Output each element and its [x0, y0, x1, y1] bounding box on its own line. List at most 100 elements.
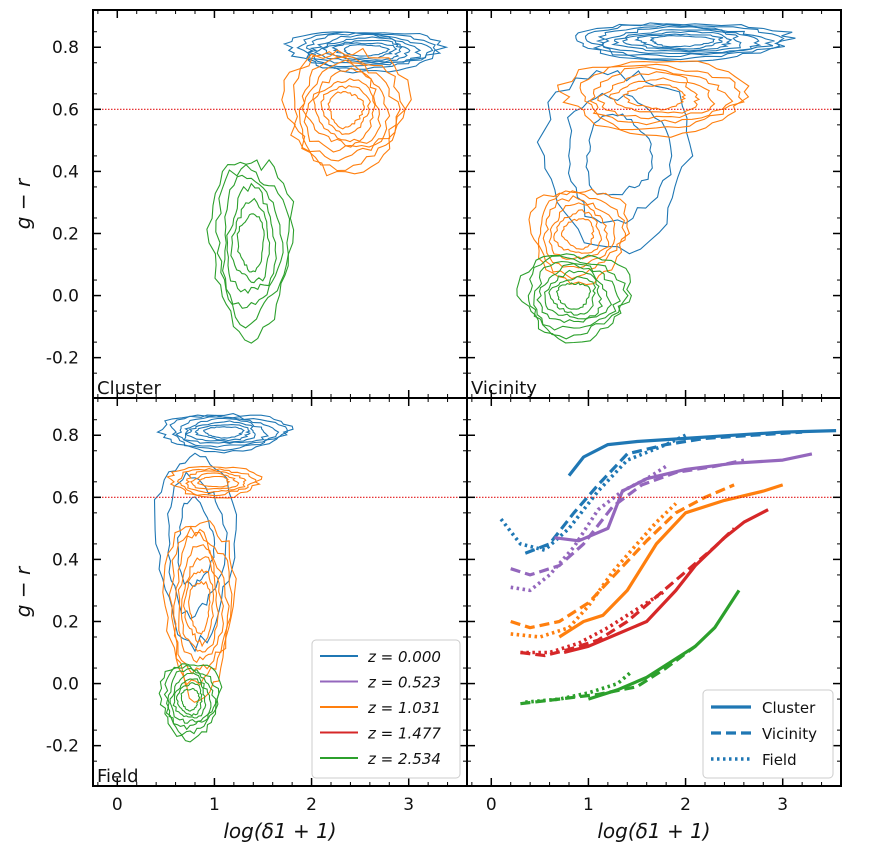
- contour-line: [634, 33, 724, 50]
- contour-line: [282, 31, 449, 74]
- y-tick-label: 0.8: [52, 426, 79, 446]
- x-tick-label: 0: [486, 795, 497, 815]
- contour-line: [560, 218, 595, 250]
- x-tick-label: 3: [403, 795, 414, 815]
- contour-line: [166, 466, 263, 499]
- contour-line: [194, 424, 251, 442]
- contour-line: [555, 281, 592, 310]
- contour-line: [556, 60, 750, 138]
- legend-label: z = 0.000: [367, 648, 441, 666]
- contour-line: [156, 413, 294, 454]
- contour-line: [321, 39, 403, 61]
- contour-line: [183, 568, 215, 648]
- contour-line: [175, 682, 203, 717]
- legend-box: [702, 689, 834, 779]
- contour-line: [516, 253, 633, 344]
- y-tick-label: 0.4: [52, 550, 79, 570]
- contour-line: [553, 209, 603, 254]
- contour-line: [236, 213, 265, 273]
- y-tick-label: 0.0: [52, 675, 79, 695]
- contour-line: [230, 197, 271, 284]
- contour-line: [169, 414, 288, 451]
- contour-line: [185, 470, 247, 494]
- x-tick-label: 1: [583, 795, 594, 815]
- median-line: [510, 458, 745, 577]
- median-line: [520, 645, 697, 706]
- contour-line: [296, 31, 442, 70]
- panel-label: Vicinity: [471, 378, 537, 399]
- median-line: [510, 464, 668, 593]
- legend-label: z = 1.477: [367, 725, 441, 743]
- contour-line: [215, 163, 291, 329]
- legend-label: z = 0.523: [367, 674, 441, 692]
- contour-line: [622, 30, 733, 52]
- contour-line: [206, 158, 295, 344]
- contour-line: [168, 526, 233, 687]
- x-tick-label: 1: [209, 795, 220, 815]
- contour-line: [542, 195, 616, 269]
- contour-line: [162, 520, 237, 703]
- y-axis-label: g − r: [11, 177, 35, 229]
- legend-environment: Cluster Vicinity Field: [702, 689, 834, 779]
- legend-label: z = 1.031: [367, 699, 441, 717]
- contour-line: [153, 452, 238, 653]
- contour-line: [327, 91, 365, 130]
- contour-line: [649, 35, 716, 48]
- legend-label: Field: [762, 751, 797, 769]
- contour-line: [536, 263, 613, 324]
- contour-line: [167, 471, 228, 620]
- contour-line: [597, 71, 716, 120]
- contour-line: [584, 23, 785, 61]
- contour-line: [585, 113, 653, 196]
- contour-line: [185, 420, 256, 443]
- contour-line: [527, 255, 629, 340]
- median-line: [510, 502, 678, 639]
- contour-line: [222, 174, 284, 309]
- contour-line: [172, 678, 207, 719]
- contour-line: [611, 29, 742, 53]
- contour-line: [608, 77, 701, 114]
- contour-line: [575, 22, 796, 63]
- contour-line: [158, 663, 223, 743]
- contour-line: [188, 580, 211, 636]
- y-axis-label: g − r: [11, 565, 35, 617]
- panel-vicinity: Vicinity: [466, 9, 842, 399]
- legend-box: [311, 639, 461, 779]
- contour-line: [548, 276, 597, 316]
- y-tick-label: 0.6: [52, 100, 79, 120]
- contour-line: [305, 67, 382, 148]
- contour-line: [226, 182, 277, 294]
- x-axis-label: log(δ1 + 1): [597, 819, 710, 843]
- median-line: [510, 483, 735, 630]
- x-tick-label: 0: [112, 795, 123, 815]
- x-tick-label: 3: [777, 795, 788, 815]
- median-line: [524, 430, 803, 555]
- contour-line: [197, 475, 231, 488]
- panel-label: Cluster: [97, 378, 161, 399]
- contour-line: [579, 63, 745, 131]
- contour-line: [169, 672, 212, 724]
- contour-line: [536, 69, 694, 255]
- plot-area: [93, 413, 467, 743]
- median-line: [563, 508, 769, 655]
- legend-redshift: z = 0.000 z = 0.523 z = 1.031 z = 1.477 z = …: [311, 639, 461, 779]
- contour-line: [180, 687, 201, 712]
- contour-line: [306, 33, 422, 65]
- contour-line: [301, 59, 391, 153]
- contour-line: [601, 26, 762, 55]
- y-tick-label: 0.0: [52, 287, 79, 307]
- panel-field: -0.2 0.0 0.2 0.4 0.6 0.8 0 1 2 3 Field: [46, 397, 468, 815]
- panel-median-tracks: 0 1 2 3: [466, 397, 842, 815]
- contour-line: [622, 83, 687, 111]
- legend-label: Vicinity: [762, 725, 817, 743]
- contour-line: [343, 44, 391, 57]
- contour-line: [176, 468, 257, 497]
- y-tick-label: 0.6: [52, 488, 79, 508]
- contour-line: [298, 56, 401, 162]
- median-line: [520, 527, 736, 658]
- x-axis-label: log(δ1 + 1): [223, 819, 336, 843]
- panel-frame: [92, 9, 468, 399]
- plot-area: [467, 429, 841, 706]
- contour-line: [533, 260, 621, 331]
